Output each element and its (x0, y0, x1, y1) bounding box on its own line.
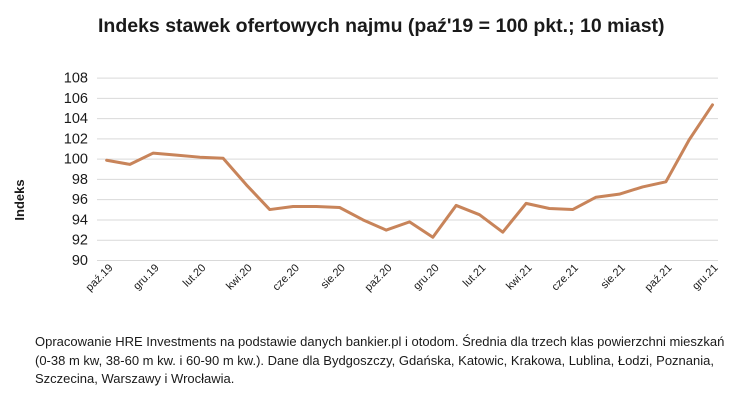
svg-text:106: 106 (64, 91, 88, 107)
svg-text:96: 96 (72, 192, 88, 208)
svg-text:92: 92 (72, 233, 88, 249)
svg-text:100: 100 (64, 152, 88, 168)
svg-text:104: 104 (64, 111, 88, 127)
svg-text:94: 94 (72, 212, 88, 228)
svg-text:102: 102 (64, 131, 88, 147)
svg-text:98: 98 (72, 172, 88, 188)
svg-text:108: 108 (64, 71, 88, 87)
svg-text:90: 90 (72, 253, 88, 269)
